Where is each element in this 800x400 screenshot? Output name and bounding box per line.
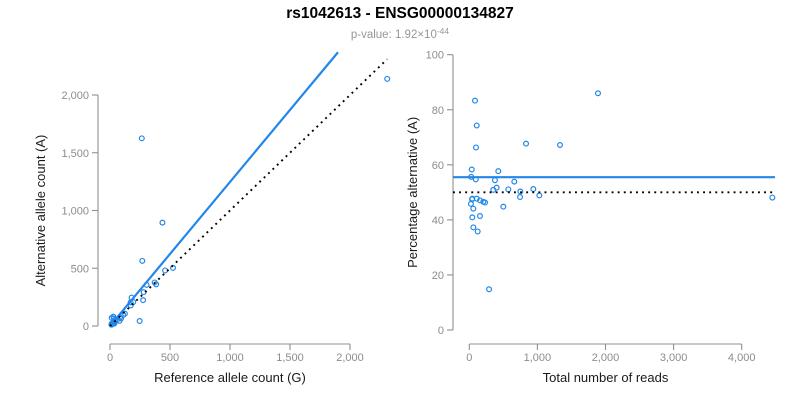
data-point [469, 214, 476, 221]
figure-subtitle: p-value: 1.92×10-44 [0, 25, 800, 41]
x-tick-label: 0 [107, 352, 113, 364]
data-point [595, 90, 602, 97]
data-point [495, 168, 502, 175]
data-point [170, 264, 177, 271]
data-point [116, 317, 123, 324]
x-tick-label: 1,000 [524, 352, 552, 364]
data-point [473, 122, 480, 129]
pvalue-exponent: -44 [436, 26, 450, 36]
data-point [500, 203, 507, 210]
data-point [474, 228, 481, 235]
data-point [384, 75, 391, 82]
y-tick-label: 0 [438, 325, 444, 337]
data-point [472, 144, 479, 151]
data-point [486, 286, 493, 293]
x-axis-title: Reference allele count (G) [154, 370, 306, 385]
x-tick-label: 1,000 [216, 352, 244, 364]
pvalue-text: p-value: 1.92×10 [350, 28, 437, 41]
y-tick-label: 0 [83, 321, 89, 333]
x-tick-label: 0 [466, 352, 472, 364]
data-point [511, 178, 518, 185]
data-point [470, 224, 477, 231]
y-tick-label: 1,500 [61, 148, 89, 160]
data-point [769, 194, 776, 201]
y-tick-label: 20 [432, 270, 444, 282]
x-tick-label: 2,000 [592, 352, 620, 364]
x-tick-label: 3,000 [660, 352, 688, 364]
data-point [491, 177, 498, 184]
data-point [153, 281, 160, 288]
data-point [536, 192, 543, 199]
data-point [505, 186, 512, 193]
y-tick-label: 1,000 [61, 206, 89, 218]
y-axis-title: Alternative allele count (A) [33, 135, 48, 287]
x-tick-label: 500 [161, 352, 179, 364]
percentage-vs-reads-scatter: 0 20 40 60 80 100 0 1,000 2,000 3,000 4,000 Total n… [405, 50, 776, 385]
data-point [138, 135, 145, 142]
y-tick-label: 60 [432, 160, 444, 172]
data-point [517, 188, 524, 195]
y-tick-label: 2,000 [61, 90, 89, 102]
data-point [530, 186, 537, 193]
x-tick-label: 1,500 [276, 352, 304, 364]
data-point [482, 199, 489, 206]
data-point [517, 194, 524, 201]
y-tick-label: 500 [71, 263, 89, 275]
x-tick-label: 4,000 [728, 352, 756, 364]
x-tick-label: 2,000 [336, 352, 364, 364]
data-point [159, 219, 166, 226]
y-axis-title: Percentage alternative (A) [405, 117, 420, 268]
data-point [121, 310, 128, 317]
data-point [473, 195, 480, 202]
y-tick-label: 80 [432, 105, 444, 117]
data-point [490, 186, 497, 193]
data-point [136, 318, 143, 325]
data-point [476, 197, 483, 204]
y-tick-label: 100 [426, 50, 444, 62]
data-point [523, 140, 530, 147]
fit-line [109, 51, 339, 327]
data-point [468, 166, 475, 173]
data-point [557, 141, 564, 148]
data-point [470, 205, 477, 212]
y-tick-label: 40 [432, 215, 444, 227]
x-axis-title: Total number of reads [543, 370, 669, 385]
data-point [140, 297, 147, 304]
identity-line [109, 58, 388, 327]
data-point [476, 213, 483, 220]
figure-title: rs1042613 - ENSG00000134827 [286, 5, 514, 22]
data-point [467, 200, 474, 207]
data-point [139, 257, 146, 264]
allele-count-scatter: 0 500 1,000 1,500 2,000 0 500 1,000 1,500 2,000 Re… [33, 51, 391, 385]
data-point [472, 97, 479, 104]
